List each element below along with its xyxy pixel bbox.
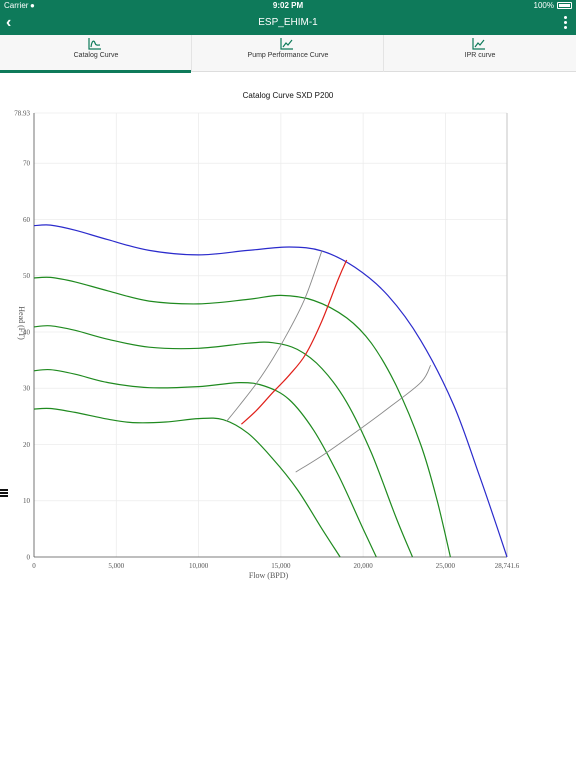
back-chevron-icon[interactable]: ‹ <box>6 14 12 31</box>
series-line-1 <box>33 276 451 558</box>
catalog-curve-chart: 0 5,000 10,000 15,000 20,000 25,000 28,741.6 0 1… <box>14 110 520 581</box>
line-chart-icon <box>472 38 485 50</box>
grid-layer <box>33 112 508 558</box>
carrier-label: Carrier <box>4 1 29 10</box>
y-tick-label: 78.93 <box>14 110 30 118</box>
series-line-2 <box>33 325 414 558</box>
line-chart-icon <box>280 38 293 50</box>
x-tick-label: 25,000 <box>436 562 456 570</box>
label-layer: 0 5,000 10,000 15,000 20,000 25,000 28,741.6 0 1… <box>14 110 520 581</box>
x-tick-label: 15,000 <box>271 562 291 570</box>
chart-area: Catalog Curve SXD P200 0 5,000 10,000 15,00… <box>0 72 576 612</box>
nav-bar: ‹ ESP_EHIM-1 <box>0 12 576 35</box>
y-tick-label: 60 <box>23 216 31 224</box>
curve-chart-icon <box>88 38 101 50</box>
tab-label: Pump Performance Curve <box>247 52 329 59</box>
tab-label: IPR curve <box>464 52 496 59</box>
y-tick-label: 50 <box>23 272 31 280</box>
series-layer <box>33 224 508 558</box>
battery-percent: 100% <box>533 1 554 10</box>
series-line-3 <box>33 368 377 558</box>
y-tick-label: 20 <box>23 441 31 449</box>
y-tick-label: 10 <box>23 497 31 505</box>
battery-icon <box>557 2 572 9</box>
x-tick-label: 0 <box>32 562 36 570</box>
status-bar: Carrier ● 9:02 PM 100% <box>0 0 576 12</box>
y-axis-title: Head (FT) <box>17 306 26 340</box>
series-line-5 <box>240 259 348 425</box>
tab-ipr-curve[interactable]: IPR curve <box>384 35 576 72</box>
x-tick-label: 10,000 <box>189 562 209 570</box>
x-axis-title: Flow (BPD) <box>249 571 289 580</box>
tab-catalog-curve[interactable]: Catalog Curve <box>0 35 192 73</box>
y-tick-label: 40 <box>23 328 31 336</box>
wifi-icon: ● <box>30 1 35 10</box>
tab-pump-performance-curve[interactable]: Pump Performance Curve <box>192 35 384 72</box>
axis-layer <box>33 113 508 558</box>
chart-title: Catalog Curve SXD P200 <box>242 91 334 100</box>
more-vertical-icon[interactable] <box>562 15 568 32</box>
tab-bar: Catalog Curve Pump Performance Curve IPR… <box>0 35 576 73</box>
series-line-7 <box>295 364 432 473</box>
y-tick-label: 70 <box>23 160 31 168</box>
status-time: 9:02 PM <box>272 1 304 10</box>
y-tick-label: 0 <box>27 554 31 562</box>
x-tick-label: 5,000 <box>108 562 124 570</box>
tab-label: Catalog Curve <box>73 52 119 59</box>
series-line-4 <box>33 407 341 558</box>
page-title: ESP_EHIM-1 <box>258 17 318 28</box>
drawer-handle-icon[interactable] <box>0 489 8 498</box>
x-tick-label: 28,741.6 <box>495 562 520 570</box>
y-tick-label: 30 <box>23 385 31 393</box>
series-line-0 <box>33 224 508 558</box>
x-tick-label: 20,000 <box>354 562 374 570</box>
series-line-6 <box>226 250 323 422</box>
